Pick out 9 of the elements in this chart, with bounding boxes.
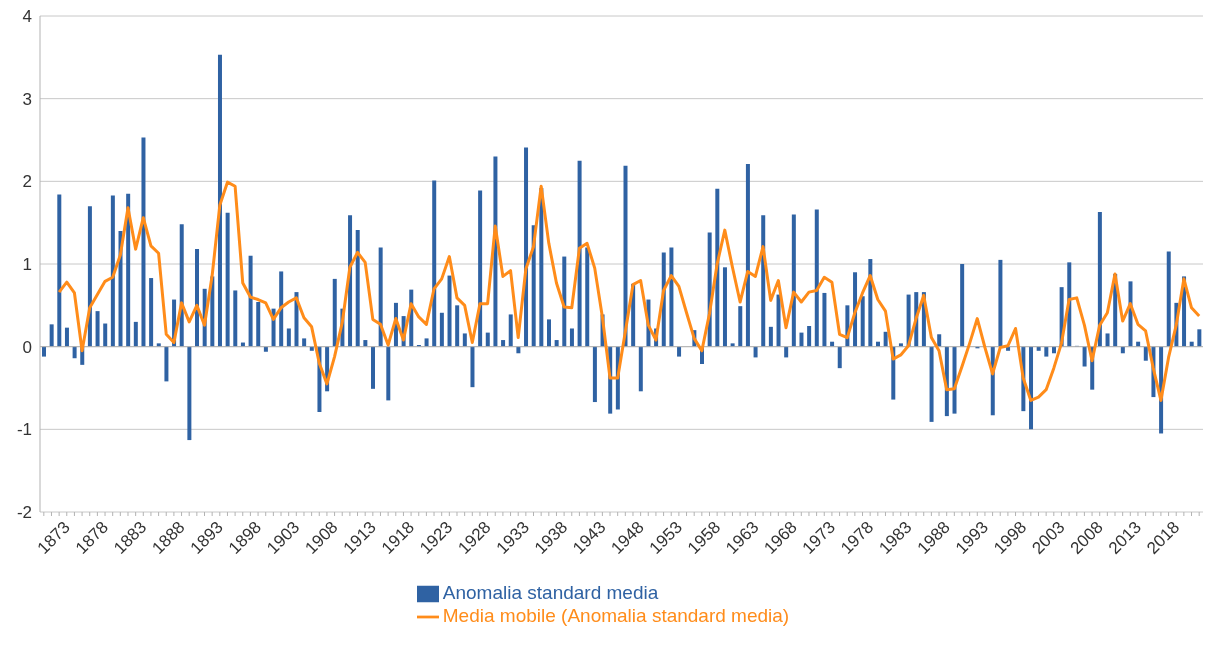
y-tick-label: 2 <box>22 172 32 192</box>
legend-label: Anomalia standard media <box>442 582 659 603</box>
y-tick-label: 1 <box>22 255 32 275</box>
legend-label: Media mobile (Anomalia standard media) <box>442 604 790 626</box>
y-tick-label: 4 <box>22 7 32 27</box>
y-tick-label: 0 <box>22 337 32 357</box>
y-tick-label: -2 <box>16 503 32 523</box>
y-tick-label: 3 <box>22 89 32 109</box>
y-tick-label: -1 <box>16 420 32 440</box>
